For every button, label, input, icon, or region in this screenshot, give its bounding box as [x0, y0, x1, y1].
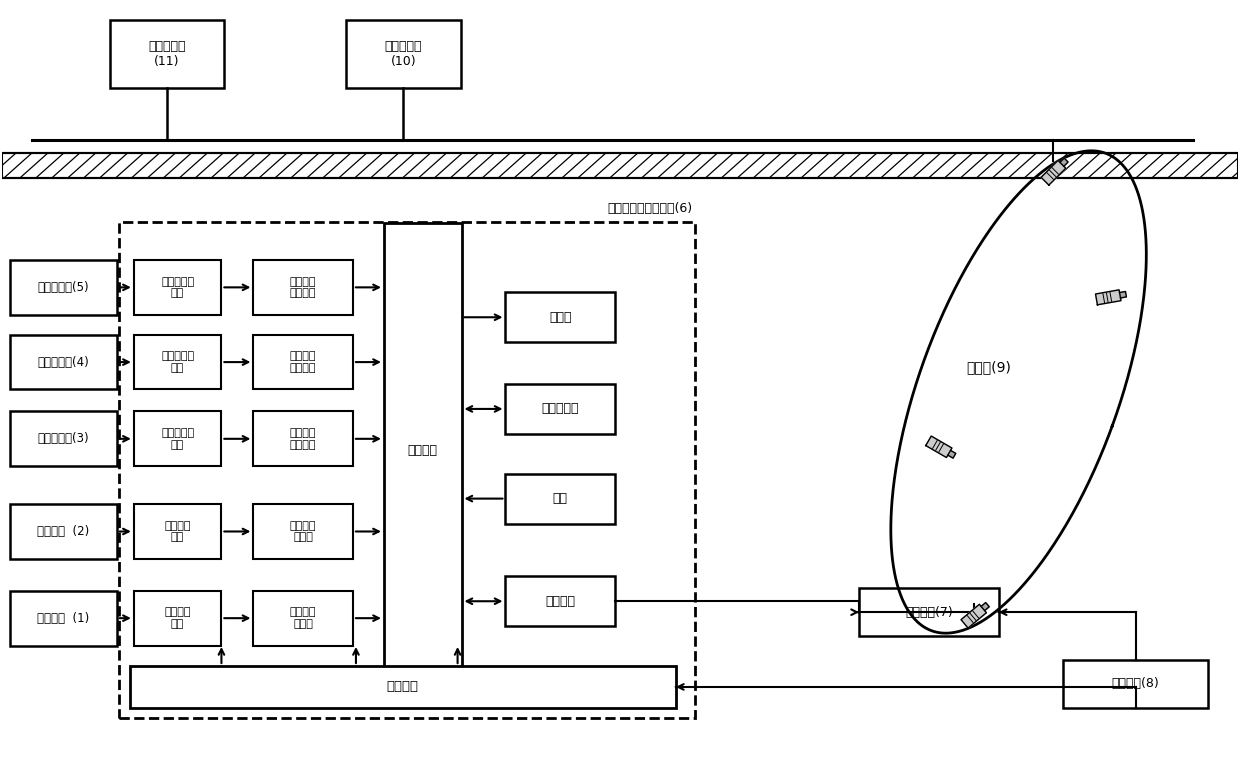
Text: 电流传感器
接口: 电流传感器 接口 — [161, 351, 195, 373]
Text: 监控终端机
(11): 监控终端机 (11) — [149, 40, 186, 68]
Bar — [130, 666, 676, 708]
Polygon shape — [1095, 290, 1121, 305]
Bar — [253, 260, 353, 315]
Bar — [506, 292, 615, 342]
Text: 声波探头  (1): 声波探头 (1) — [37, 611, 89, 625]
Text: 瓦斯传感器
接口: 瓦斯传感器 接口 — [161, 428, 195, 450]
Bar — [134, 411, 222, 466]
Bar — [859, 588, 998, 636]
Text: 瓦斯信号
转换电路: 瓦斯信号 转换电路 — [290, 428, 316, 450]
Bar — [384, 222, 461, 679]
Text: 通信分站(7): 通信分站(7) — [905, 606, 952, 618]
Polygon shape — [947, 451, 956, 458]
Text: 电流传感器(4): 电流传感器(4) — [37, 356, 89, 368]
Bar — [10, 504, 117, 559]
Text: 稳压电路: 稳压电路 — [387, 681, 419, 693]
Text: 电磁天线
接口: 电磁天线 接口 — [165, 521, 191, 542]
Polygon shape — [961, 605, 986, 628]
Polygon shape — [926, 436, 952, 458]
Bar — [346, 20, 460, 88]
Text: 微处理器: 微处理器 — [408, 444, 438, 458]
Polygon shape — [1060, 159, 1068, 166]
Text: 分站电源(8): 分站电源(8) — [1112, 678, 1159, 691]
Bar — [253, 411, 353, 466]
Bar — [10, 260, 117, 315]
Bar — [134, 591, 222, 646]
Bar — [119, 221, 694, 718]
Text: 电流信号
转换电路: 电流信号 转换电路 — [290, 351, 316, 373]
Text: 声电瓦斯同步监测仪(6): 声电瓦斯同步监测仪(6) — [608, 201, 693, 214]
Text: 瓦斯传感器(3): 瓦斯传感器(3) — [37, 432, 89, 445]
Text: 光纤网(9): 光纤网(9) — [966, 360, 1011, 374]
Bar — [506, 474, 615, 524]
Polygon shape — [1120, 291, 1126, 298]
Text: 电压传感器
接口: 电压传感器 接口 — [161, 277, 195, 298]
Bar — [10, 411, 117, 466]
Bar — [10, 335, 117, 389]
Bar — [506, 384, 615, 434]
Text: 声波信号
调理器: 声波信号 调理器 — [290, 608, 316, 629]
Bar — [134, 504, 222, 559]
Text: 通信接口: 通信接口 — [546, 594, 575, 608]
Text: 数据存储器: 数据存储器 — [542, 402, 579, 416]
Bar — [2, 153, 1238, 178]
Text: 电压传感器(5): 电压传感器(5) — [37, 280, 89, 294]
Bar — [110, 20, 224, 88]
Bar — [10, 591, 117, 646]
Bar — [253, 504, 353, 559]
Bar — [253, 591, 353, 646]
Polygon shape — [1042, 160, 1065, 185]
Bar — [134, 335, 222, 389]
Text: 显示器: 显示器 — [549, 311, 572, 324]
Text: 声波探头
接口: 声波探头 接口 — [165, 608, 191, 629]
Bar — [134, 260, 222, 315]
Text: 电压信号
转换电路: 电压信号 转换电路 — [290, 277, 316, 298]
Text: 监控中心机
(10): 监控中心机 (10) — [384, 40, 422, 68]
Polygon shape — [981, 602, 990, 611]
Bar — [506, 577, 615, 626]
Bar — [253, 335, 353, 389]
Text: 电磁天线  (2): 电磁天线 (2) — [37, 525, 89, 538]
Text: 电磁信号
调理器: 电磁信号 调理器 — [290, 521, 316, 542]
Text: 键盘: 键盘 — [553, 492, 568, 505]
Bar — [1064, 660, 1208, 708]
